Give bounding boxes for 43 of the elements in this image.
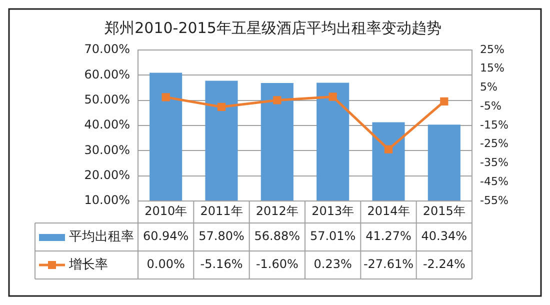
data-label: 40.34% <box>421 229 468 244</box>
point <box>217 102 226 112</box>
data-label: 57.80% <box>198 229 244 244</box>
y2-tick-label: -15% <box>480 118 508 132</box>
point <box>384 145 393 154</box>
point <box>440 97 448 106</box>
data-label: -5.16% <box>200 257 243 272</box>
y2-tick-label: -45% <box>480 174 508 188</box>
y2-tick-label: -55% <box>480 194 508 207</box>
point <box>328 92 337 101</box>
legend-label: 平均出租率 <box>69 228 134 244</box>
y2-tick-label: 25% <box>480 42 504 56</box>
y-tick-label: 30.00% <box>84 142 130 157</box>
chart-title: 郑州2010-2015年五星级酒店平均出租率变动趋势 <box>104 18 442 37</box>
x-tick-label: 2012年 <box>256 204 298 218</box>
data-label: 56.88% <box>254 229 300 244</box>
y-tick-label: 20.00% <box>84 168 130 182</box>
x-tick-label: 2011年 <box>200 204 243 218</box>
data-label: -1.60% <box>256 257 298 272</box>
y-tick-label: 10.00% <box>84 193 130 208</box>
data-label: 0.23% <box>314 257 352 272</box>
y-tick-label: 40.00% <box>84 118 130 132</box>
y-tick-label: 70.00% <box>84 42 130 56</box>
y2-tick-label: 15% <box>480 62 504 75</box>
y2-tick-label: -25% <box>480 137 508 150</box>
data-label: 57.01% <box>310 229 356 244</box>
data-label: 0.00% <box>146 257 185 272</box>
data-label: 41.27% <box>366 229 412 244</box>
legend-label: 增长率 <box>68 256 108 272</box>
y2-tick-label: -5% <box>480 99 502 112</box>
point <box>273 96 282 104</box>
x-tick-label: 2014年 <box>367 204 410 218</box>
y-tick-label: 50.00% <box>84 92 130 106</box>
y2-tick-label: -35% <box>480 156 508 170</box>
data-label: -27.61% <box>363 257 414 272</box>
y-tick-label: 60.00% <box>84 67 130 82</box>
x-tick-label: 2013年 <box>312 204 354 218</box>
data-label: 60.94% <box>142 229 189 244</box>
x-tick-label: 2015年 <box>422 204 466 218</box>
data-label: -2.24% <box>422 257 466 272</box>
y2-tick-label: 5% <box>480 80 498 94</box>
point <box>162 93 170 102</box>
x-tick-label: 2010年 <box>144 204 188 218</box>
